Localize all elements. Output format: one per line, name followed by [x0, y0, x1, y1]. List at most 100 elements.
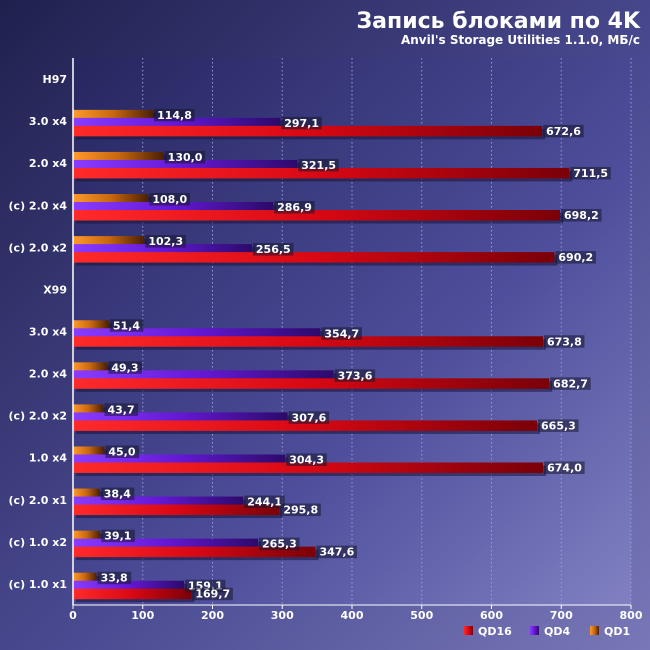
data-label-box [104, 403, 139, 416]
data-label-box [244, 495, 285, 509]
bar-qd4 [73, 328, 321, 339]
bar-qd16 [73, 167, 570, 179]
bar-qd1 [73, 404, 104, 415]
bar-qd16 [73, 546, 316, 558]
bar-qd1 [73, 194, 149, 205]
legend-label-qd1: QD1 [604, 625, 630, 638]
data-label-box [145, 235, 186, 248]
category-label: (c) 2.0 x4 [9, 199, 68, 212]
category-label: (c) 2.0 x1 [9, 494, 67, 507]
data-label-qd1: 49,3 [111, 361, 138, 374]
data-label-qd16: 682,7 [553, 377, 588, 390]
data-label-box [101, 529, 135, 543]
data-label-qd16: 169,7 [195, 588, 230, 601]
bar-qd4 [73, 244, 252, 255]
data-label-box [543, 124, 584, 138]
bar-qd16 [73, 336, 543, 347]
bar-qd4 [73, 454, 286, 465]
bar-qd16 [73, 420, 538, 431]
data-label-box [570, 166, 611, 180]
category-label: 2.0 x4 [29, 157, 67, 170]
x-tick-label: 400 [341, 609, 364, 622]
bar-qd1 [73, 572, 97, 584]
data-label-qd4: 265,3 [262, 538, 297, 551]
data-label-qd1: 108,0 [152, 193, 187, 206]
data-label-box [154, 108, 195, 122]
data-label-qd1: 130,0 [168, 151, 203, 164]
bar-qd1 [73, 236, 145, 247]
category-labels: H97 3.0 x4 2.0 x4 (c) 2.0 x4 (c) 2.0 x2 X99 3.… [9, 73, 68, 591]
data-label-box [286, 453, 327, 466]
bar-qd4 [73, 580, 184, 592]
bar-qd1 [73, 151, 164, 163]
data-label-qd1: 114,8 [157, 109, 192, 122]
bar-qd1 [73, 446, 105, 457]
category-label: 3.0 x4 [29, 115, 67, 128]
category-label: (c) 1.0 x1 [9, 578, 67, 591]
bar-qd4 [73, 202, 274, 213]
data-label-qd16: 711,5 [573, 167, 608, 180]
bar-qd1 [73, 530, 101, 542]
data-label-qd4: 321,5 [301, 159, 336, 172]
data-label-qd16: 672,6 [546, 125, 581, 138]
data-label-box [280, 503, 321, 517]
category-label: (c) 2.0 x2 [9, 410, 67, 423]
x-tick-label: 200 [201, 609, 224, 622]
legend-label-qd16: QD16 [478, 625, 512, 638]
data-label-qd1: 45,0 [108, 445, 135, 458]
data-label-box [281, 116, 322, 130]
data-label-box [288, 411, 330, 424]
data-label-qd1: 102,3 [148, 235, 183, 248]
bar-qd16 [73, 125, 543, 137]
data-label-qd16: 674,0 [547, 461, 582, 474]
data-label-qd4: 354,7 [324, 327, 359, 340]
bar-qd16 [73, 504, 280, 516]
category-label: 1.0 x4 [29, 452, 67, 465]
legend-label-qd4: QD4 [544, 625, 570, 638]
data-label-box [259, 537, 300, 551]
bar-qd1 [73, 109, 154, 121]
legend: QD16 QD4 QD1 [464, 625, 630, 638]
data-label-box [97, 571, 132, 585]
x-tick-label: 100 [131, 609, 154, 622]
data-label-box [550, 377, 591, 390]
bar-qd16 [73, 378, 550, 389]
data-label-qd16: 673,8 [547, 335, 582, 348]
data-label-box [334, 369, 376, 382]
x-tick-label: 500 [410, 609, 433, 622]
legend-swatch-qd4 [530, 626, 539, 635]
data-label-qd16: 665,3 [541, 419, 576, 432]
x-axis-ticks: 0 100 200 300 400 500 600 700 800 [69, 605, 643, 622]
bar-qd4 [73, 538, 259, 550]
data-label-qd16: 295,8 [283, 504, 318, 517]
bars [73, 109, 573, 603]
category-label: (c) 1.0 x2 [9, 536, 67, 549]
data-label-box [164, 150, 206, 164]
bar-qd4 [73, 370, 334, 381]
data-label-box [252, 243, 294, 256]
data-label-box [105, 445, 139, 458]
data-label-qd16: 698,2 [564, 209, 599, 222]
data-label-box [192, 587, 233, 601]
x-tick-label: 0 [69, 609, 77, 622]
x-tick-label: 600 [480, 609, 503, 622]
data-label-box [100, 487, 135, 501]
data-labels: 114,8 297,1 672,6 130,0 321,5 711,5 108,0 286,9… [97, 108, 611, 601]
bar-qd16 [73, 588, 192, 600]
data-label-box [538, 419, 579, 432]
data-label-box [149, 193, 190, 206]
data-label-box [560, 209, 602, 222]
legend-swatch-qd1 [590, 626, 599, 635]
data-label-qd16: 347,6 [319, 546, 354, 559]
bar-qd1 [73, 488, 100, 500]
category-label: (c) 2.0 x2 [9, 241, 67, 254]
data-label-box [108, 361, 142, 374]
bar-qd4 [73, 496, 244, 508]
x-tick-label: 300 [271, 609, 294, 622]
data-label-qd4: 373,6 [338, 369, 373, 382]
data-label-box [109, 319, 144, 332]
data-label-qd1: 38,4 [104, 488, 131, 501]
data-label-qd4: 307,6 [292, 411, 327, 424]
data-label-box [316, 545, 357, 559]
